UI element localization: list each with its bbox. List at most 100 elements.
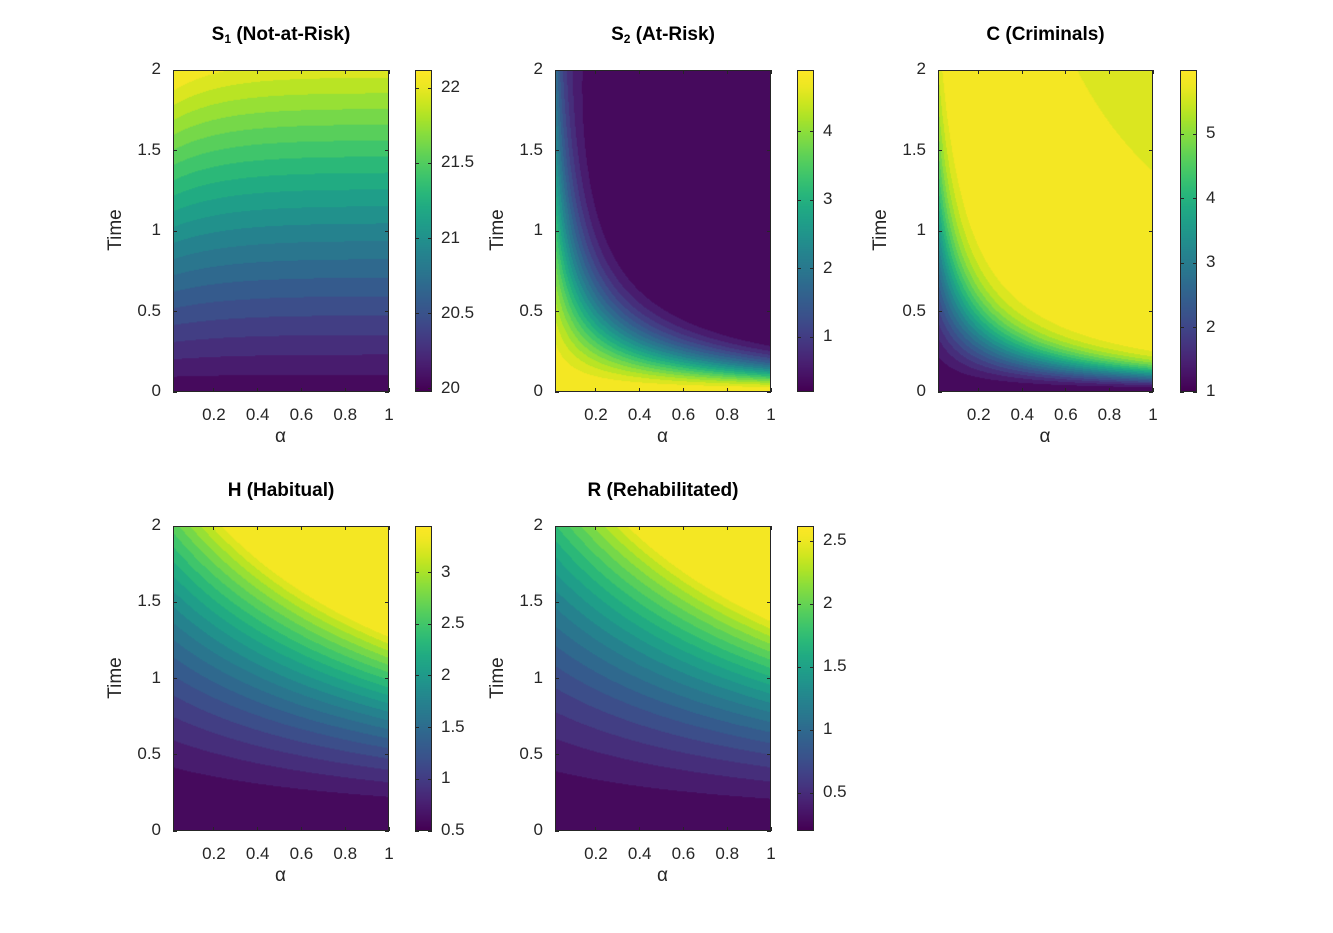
- colorbar-tick-mark-left: [797, 792, 801, 794]
- colorbar-tick-mark-left: [415, 238, 419, 240]
- y-tick-mark-right: [385, 830, 389, 832]
- colorbar-tick-mark-left: [1180, 262, 1184, 264]
- y-tick-mark: [938, 391, 942, 393]
- y-tick-mark-right: [1149, 311, 1153, 312]
- x-tick-mark-top: [388, 70, 390, 74]
- contour-plot-2: [938, 70, 1153, 392]
- x-tick-mark: [388, 388, 390, 392]
- x-axis-label: α: [275, 426, 286, 447]
- y-tick-mark: [555, 830, 559, 832]
- y-tick-mark-right: [385, 678, 389, 679]
- colorbar-tick-mark-left: [797, 666, 801, 668]
- title-main: R (Rehabilitated): [587, 480, 739, 501]
- x-tick-mark: [1152, 388, 1154, 392]
- x-tick-label: 1: [766, 405, 776, 424]
- y-tick-mark-right: [767, 150, 771, 151]
- x-tick-label: 0.8: [715, 844, 740, 863]
- colorbar-tick-label: 2.5: [823, 530, 847, 550]
- x-tick-label: 0.6: [1054, 405, 1078, 424]
- x-tick-label: 0.6: [671, 844, 696, 863]
- y-axis-label: Time: [105, 656, 126, 699]
- colorbar-1: [797, 70, 814, 392]
- x-tick-label: 0.4: [245, 405, 270, 424]
- x-tick-mark: [300, 827, 302, 831]
- colorbar-tick-mark: [428, 830, 432, 832]
- y-tick-mark-right: [385, 311, 389, 312]
- colorbar-tick-label: 3: [1206, 252, 1216, 272]
- colorbar-tick-mark: [428, 623, 432, 625]
- x-tick-mark-top: [1065, 70, 1067, 74]
- x-tick-mark: [344, 827, 346, 831]
- y-tick-mark-right: [385, 754, 389, 756]
- x-tick-mark-top: [300, 526, 302, 530]
- colorbar-tick-mark: [810, 666, 814, 668]
- contour-plot-4: [555, 526, 771, 831]
- y-tick-label: 0.5: [519, 743, 543, 763]
- colorbar-tick-mark: [1193, 198, 1197, 200]
- colorbar-tick-mark: [810, 729, 814, 731]
- x-tick-label: 0.2: [584, 844, 608, 863]
- y-tick-label: 2: [151, 515, 161, 534]
- y-tick-label: 1: [916, 220, 926, 239]
- x-tick-label: 0.8: [1097, 405, 1122, 424]
- x-tick-mark: [213, 827, 215, 831]
- colorbar-tick-label: 3: [441, 561, 451, 581]
- x-tick-mark-top: [1108, 70, 1110, 74]
- x-tick-mark-top: [639, 526, 641, 530]
- x-tick-mark-top: [770, 70, 772, 74]
- colorbar-tick-mark-left: [415, 675, 419, 677]
- x-tick-mark-top: [978, 70, 980, 74]
- colorbar-tick-mark: [428, 572, 432, 574]
- colorbar-tick-mark: [810, 131, 814, 133]
- x-tick-mark-top: [300, 70, 302, 74]
- colorbar-tick-mark-left: [1180, 391, 1184, 393]
- colorbar-tick-mark: [428, 727, 432, 729]
- x-tick-mark: [726, 827, 728, 831]
- y-tick-mark: [555, 391, 559, 393]
- y-tick-label: 2: [151, 59, 161, 78]
- x-tick-mark: [257, 388, 259, 392]
- y-tick-mark: [173, 69, 177, 71]
- colorbar-tick-label: 1: [441, 768, 451, 788]
- colorbar-tick-mark-left: [415, 623, 419, 625]
- title-subscript: 1: [224, 32, 232, 46]
- y-tick-mark: [173, 754, 177, 756]
- title-main: S: [211, 24, 225, 45]
- y-tick-mark-right: [767, 830, 771, 832]
- x-tick-mark-top: [726, 70, 728, 74]
- y-tick-mark: [173, 601, 177, 603]
- title-rest: (Not-at-Risk): [231, 24, 351, 45]
- y-tick-mark-right: [767, 754, 771, 756]
- x-tick-mark: [726, 388, 728, 392]
- x-tick-mark-top: [257, 70, 259, 74]
- x-tick-label: 0.2: [584, 405, 608, 424]
- y-tick-mark: [555, 754, 559, 756]
- colorbar-tick-label: 20.5: [441, 302, 475, 322]
- y-tick-label: 1: [533, 667, 543, 687]
- colorbar-tick-mark-left: [415, 572, 419, 574]
- colorbar-tick-mark-left: [797, 729, 801, 731]
- title-main: H (Habitual): [227, 480, 335, 501]
- y-tick-mark: [555, 678, 559, 679]
- x-tick-mark: [344, 388, 346, 392]
- y-tick-mark-right: [1149, 230, 1153, 232]
- colorbar-tick-label: 0.5: [823, 782, 847, 802]
- x-tick-label: 0.8: [715, 405, 740, 424]
- y-tick-label: 0: [151, 381, 161, 400]
- colorbar-tick-mark-left: [1180, 198, 1184, 200]
- colorbar-tick-label: 1.5: [823, 656, 847, 676]
- x-tick-mark: [978, 388, 980, 392]
- x-tick-label: 0.4: [627, 844, 652, 863]
- x-tick-mark: [770, 827, 772, 831]
- y-tick-mark: [173, 678, 177, 679]
- y-tick-mark: [173, 311, 177, 312]
- y-tick-mark-right: [767, 391, 771, 393]
- x-tick-mark-top: [595, 526, 597, 530]
- y-tick-mark-right: [385, 525, 389, 527]
- colorbar-tick-mark-left: [415, 87, 419, 89]
- y-tick-mark: [173, 830, 177, 832]
- x-tick-mark: [595, 388, 597, 392]
- x-axis-label: α: [275, 865, 286, 886]
- colorbar-tick-mark: [428, 313, 432, 315]
- x-tick-label: 0.8: [333, 844, 358, 863]
